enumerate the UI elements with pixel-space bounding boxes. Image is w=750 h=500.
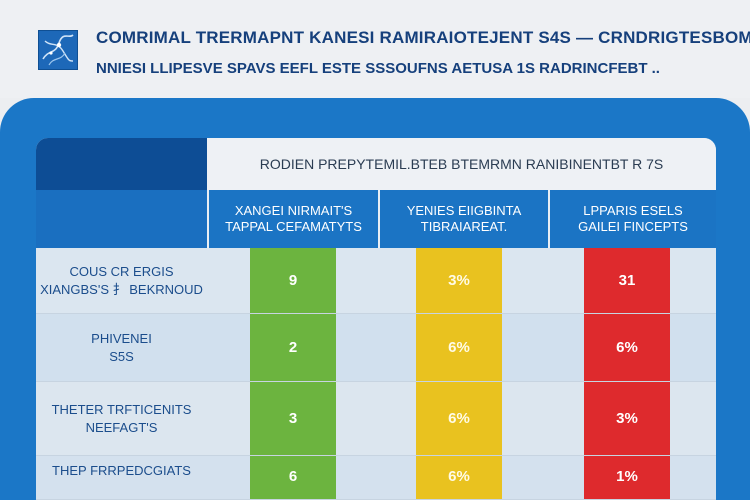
yellow-cell: 6%: [416, 382, 502, 455]
page-subtitle: NNIESI LLIPESVE SPAVS EEFL ESTE SSSOUFNS…: [96, 60, 660, 77]
column-header-2: YENIES EIIGBINTA TIBRAIAREAT.: [378, 190, 548, 248]
red-cell: 31: [584, 248, 670, 313]
yellow-cell: 3%: [416, 248, 502, 313]
table-row: THEP FRRPEDCGIATS 6 6% 1%: [36, 456, 716, 500]
row-label-line1: PHIVENEI: [91, 330, 152, 346]
column-header-3-line2: GAILEI FINCEPTS: [578, 219, 688, 234]
column-header-3: LPPARIS ESELS GAILEI FINCEPTS: [548, 190, 716, 248]
column-header-3-line1: LPPARIS ESELS: [583, 203, 683, 218]
row-label-line1: COUS CR ERGIS: [69, 263, 174, 279]
green-cell: 9: [250, 248, 336, 313]
green-cell: 2: [250, 314, 336, 381]
column-header-1-line2: TAPPAL CEFAMATYTS: [225, 219, 362, 234]
comparison-table: RODIEN PREPYTEMIL.BTEB BTEMRMN RANIBINEN…: [36, 138, 716, 500]
table-row: COUS CR ERGIS XIANGBS'S 扌 BEKRNOUD 9 3% …: [36, 248, 716, 314]
row-label: COUS CR ERGIS XIANGBS'S 扌 BEKRNOUD: [36, 248, 207, 313]
yellow-cell: 6%: [416, 314, 502, 381]
row-label-line2: NEEFAGT'S: [85, 419, 158, 435]
row-label-line2: S5S: [109, 348, 134, 364]
green-cell: 6: [250, 456, 336, 499]
yellow-cell: 6%: [416, 456, 502, 499]
red-cell: 3%: [584, 382, 670, 455]
row-label-line1: THEP FRRPEDCGIATS: [52, 463, 191, 478]
table-row: THETER TRFTICENITS NEEFAGT'S 3 6% 3%: [36, 382, 716, 456]
column-header-2-line1: YENIES EIIGBINTA: [406, 203, 522, 218]
header: COMRIMAL TRERMAPNT KANESI RAMIRAIOTEJENT…: [0, 0, 750, 98]
row-label: PHIVENEI S5S: [36, 314, 207, 381]
row-label: THETER TRFTICENITS NEEFAGT'S: [36, 382, 207, 455]
row-label: THEP FRRPEDCGIATS: [36, 456, 207, 499]
corner-block: [36, 138, 207, 190]
table-title: RODIEN PREPYTEMIL.BTEB BTEMRMN RANIBINEN…: [207, 138, 716, 190]
red-cell: 1%: [584, 456, 670, 499]
column-header-1-line1: XANGEI NIRMAIT'S: [234, 203, 353, 218]
page-title: COMRIMAL TRERMAPNT KANESI RAMIRAIOTEJENT…: [96, 28, 750, 47]
table-row: PHIVENEI S5S 2 6% 6%: [36, 314, 716, 382]
red-cell: 6%: [584, 314, 670, 381]
row-label-line2: XIANGBS'S 扌 BEKRNOUD: [40, 281, 203, 297]
logo-map-icon: [38, 30, 78, 70]
green-cell: 3: [250, 382, 336, 455]
row-label-line1: THETER TRFTICENITS: [51, 401, 192, 417]
column-header-2-line2: TIBRAIAREAT.: [420, 219, 508, 234]
column-header-1: XANGEI NIRMAIT'S TAPPAL CEFAMATYTS: [207, 190, 378, 248]
row-header-blank: [36, 190, 207, 248]
